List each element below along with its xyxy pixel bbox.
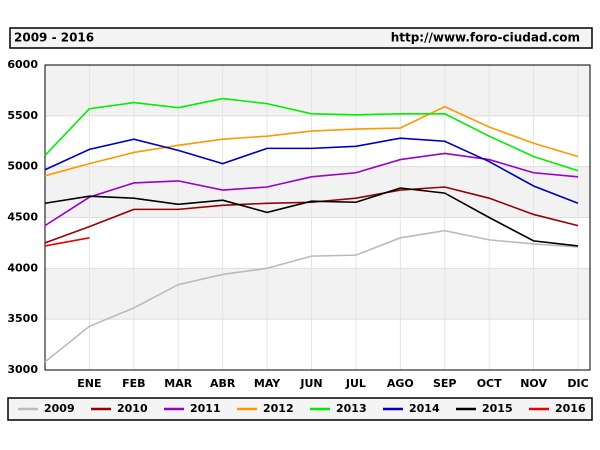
x-tick-label: JUL [345,377,366,390]
x-tick-label: FEB [122,377,145,390]
x-tick-label: JUN [299,377,322,390]
y-tick-label: 3000 [7,363,38,376]
chart-title: 2009 - 2016 [14,31,94,45]
series-line [44,187,579,247]
band [45,166,590,218]
y-tick-label: 6000 [7,58,38,71]
x-tick-label: NOV [520,377,547,390]
x-tick-label: ENE [77,377,101,390]
band [45,268,590,320]
y-tick-label: 4000 [7,261,38,274]
series-line [44,237,90,247]
x-tick-label: MAY [254,377,281,390]
legend-label: 2013 [336,402,367,415]
legend-label: 2011 [190,402,221,415]
band [45,65,590,116]
y-tick-label: 3500 [7,312,38,325]
x-tick-label: DIC [567,377,588,390]
y-tick-label: 5000 [7,160,38,173]
legend-box [7,397,593,421]
series-line [44,229,579,363]
y-tick-label: 4500 [7,211,38,224]
legend-label: 2009 [44,402,75,415]
series-line [44,97,579,172]
legend-label: 2012 [263,402,294,415]
legend-label: 2016 [555,402,586,415]
plot-frame [44,64,591,371]
header-box [9,27,593,49]
x-tick-label: AGO [387,377,414,390]
x-tick-label: SEP [433,377,457,390]
series-line [44,186,579,244]
legend-label: 2010 [117,402,148,415]
x-tick-label: ABR [210,377,236,390]
series-line [44,152,579,227]
legend-label: 2015 [482,402,513,415]
series-line [44,137,579,205]
legend-label: 2014 [409,402,440,415]
source: http://www.foro-ciudad.com [391,31,580,45]
series-line [44,105,579,177]
x-tick-label: MAR [164,377,192,390]
x-tick-label: OCT [477,377,502,390]
y-tick-label: 5500 [7,109,38,122]
